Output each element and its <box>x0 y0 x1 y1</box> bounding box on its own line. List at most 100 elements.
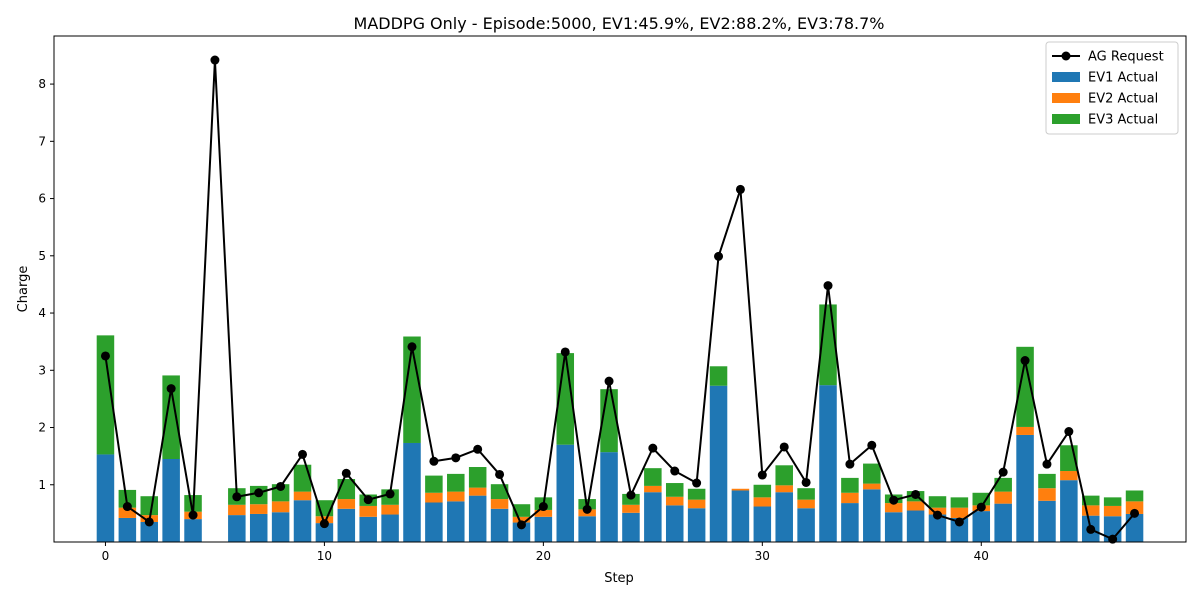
bar-ev3-step-18 <box>490 484 509 500</box>
ag-request-point-step-34 <box>845 459 855 469</box>
y-tick-label-3: 3 <box>38 363 46 377</box>
bar-ev1-step-13 <box>381 514 399 542</box>
bar-ev3-step-47 <box>1125 490 1144 502</box>
bar-ev3-step-16 <box>447 473 465 492</box>
bar-ev1-step-26 <box>665 505 684 542</box>
ag-request-point-step-36 <box>889 495 899 505</box>
bar-ev2-step-26 <box>665 496 684 506</box>
x-tick-label-10: 10 <box>317 549 332 563</box>
bar-ev1-step-16 <box>447 501 465 542</box>
bar-ev1-step-8 <box>271 512 290 542</box>
bar-ev1-step-0 <box>96 454 115 542</box>
bar-ev1-step-36 <box>884 512 903 542</box>
bar-ev1-step-47 <box>1125 513 1144 542</box>
x-tick-label-0: 0 <box>102 549 110 563</box>
bar-ev1-step-7 <box>249 513 268 542</box>
bar-ev1-step-14 <box>403 442 421 542</box>
legend-label-ev2-actual: EV2 Actual <box>1088 92 1158 107</box>
ag-request-point-step-25 <box>648 443 658 453</box>
ag-request-point-step-47 <box>1130 508 1140 518</box>
bar-ev2-step-44 <box>1060 471 1078 481</box>
bar-ev2-step-27 <box>687 499 706 509</box>
chart-title: MADDPG Only - Episode:5000, EV1:45.9%, E… <box>354 14 885 33</box>
bar-ev2-step-25 <box>644 485 662 493</box>
bar-ev1-step-27 <box>687 508 706 542</box>
bar-ev1-step-30 <box>753 506 772 542</box>
bar-ev3-step-43 <box>1038 473 1056 489</box>
y-tick-label-7: 7 <box>38 134 46 148</box>
bar-ev3-step-38 <box>928 496 947 508</box>
bar-ev2-step-8 <box>271 501 290 513</box>
bar-ev3-step-2 <box>140 496 159 516</box>
bar-ev1-step-9 <box>293 500 312 542</box>
bar-ev2-step-37 <box>906 501 925 511</box>
bar-ev3-step-30 <box>753 484 772 498</box>
bar-ev3-step-34 <box>841 477 859 493</box>
bar-ev2-step-31 <box>775 485 793 493</box>
bar-ev2-step-11 <box>337 499 356 509</box>
legend-swatch-ev2-actual <box>1052 93 1080 103</box>
ag-request-point-step-38 <box>932 510 942 520</box>
bar-ev2-step-47 <box>1125 501 1144 514</box>
legend-label-ev1-actual: EV1 Actual <box>1088 71 1158 86</box>
ag-request-point-step-0 <box>100 351 110 361</box>
ag-request-point-step-8 <box>276 481 286 491</box>
ag-request-point-step-17 <box>473 444 483 454</box>
legend-marker-ag-request <box>1061 51 1071 61</box>
ag-request-point-step-27 <box>692 478 702 488</box>
ag-request-point-step-21 <box>560 347 570 357</box>
bar-ev3-step-0 <box>96 335 115 455</box>
bar-ev3-step-25 <box>644 468 662 486</box>
bar-ev1-step-31 <box>775 492 793 542</box>
bar-ev1-step-4 <box>184 519 202 542</box>
ag-request-point-step-16 <box>451 453 461 463</box>
bar-ev1-step-21 <box>556 444 575 542</box>
ag-request-point-step-24 <box>626 490 636 500</box>
bar-ev2-step-17 <box>468 487 487 496</box>
ag-request-point-step-4 <box>188 510 198 520</box>
bar-ev2-step-20 <box>534 509 553 517</box>
bar-ev3-step-31 <box>775 465 793 486</box>
ag-request-point-step-7 <box>254 488 264 498</box>
ag-request-point-step-45 <box>1086 524 1096 534</box>
bar-ev3-step-35 <box>863 463 881 484</box>
y-axis: 1 2 3 4 5 6 7 8 <box>38 77 54 492</box>
bar-ev3-step-27 <box>687 488 706 500</box>
bar-ev3-step-26 <box>665 483 684 497</box>
ag-request-point-step-5 <box>210 55 220 65</box>
x-axis-label: Step <box>604 571 634 586</box>
bar-ev2-step-35 <box>863 483 881 490</box>
ag-request-point-step-33 <box>823 281 833 291</box>
bar-ev2-step-24 <box>622 504 640 513</box>
bar-ev2-step-34 <box>841 492 859 504</box>
bar-ev1-step-17 <box>468 495 487 542</box>
y-tick-label-5: 5 <box>38 249 46 263</box>
ag-request-point-step-28 <box>714 251 724 261</box>
ag-request-point-step-9 <box>298 449 308 459</box>
bar-ev1-step-43 <box>1038 500 1056 542</box>
bar-ev1-step-38 <box>928 514 947 542</box>
bar-ev2-step-43 <box>1038 488 1056 501</box>
bar-ev2-step-7 <box>249 504 268 514</box>
bar-ev2-step-9 <box>293 491 312 501</box>
bar-ev3-step-32 <box>797 488 815 500</box>
bar-ev1-step-33 <box>819 385 837 542</box>
bar-ev3-step-41 <box>994 477 1012 492</box>
ag-request-point-step-19 <box>516 520 526 530</box>
bar-ev2-step-12 <box>359 505 377 517</box>
bar-ev1-step-35 <box>863 489 881 542</box>
bar-ev2-step-15 <box>425 492 443 503</box>
bar-ev2-step-19 <box>512 516 531 523</box>
plot-area <box>54 36 1186 542</box>
ag-request-point-step-30 <box>757 470 767 480</box>
bar-ev3-step-39 <box>950 497 969 508</box>
bar-ev2-step-42 <box>1016 426 1034 435</box>
bar-ev3-step-9 <box>293 464 312 492</box>
bar-ev1-step-29 <box>731 490 750 542</box>
legend-label-ev3-actual: EV3 Actual <box>1088 113 1158 128</box>
bar-ev1-step-40 <box>972 511 991 542</box>
ag-request-point-step-44 <box>1064 427 1074 437</box>
bar-ev2-step-46 <box>1103 505 1122 517</box>
bar-ev1-step-22 <box>578 516 596 542</box>
